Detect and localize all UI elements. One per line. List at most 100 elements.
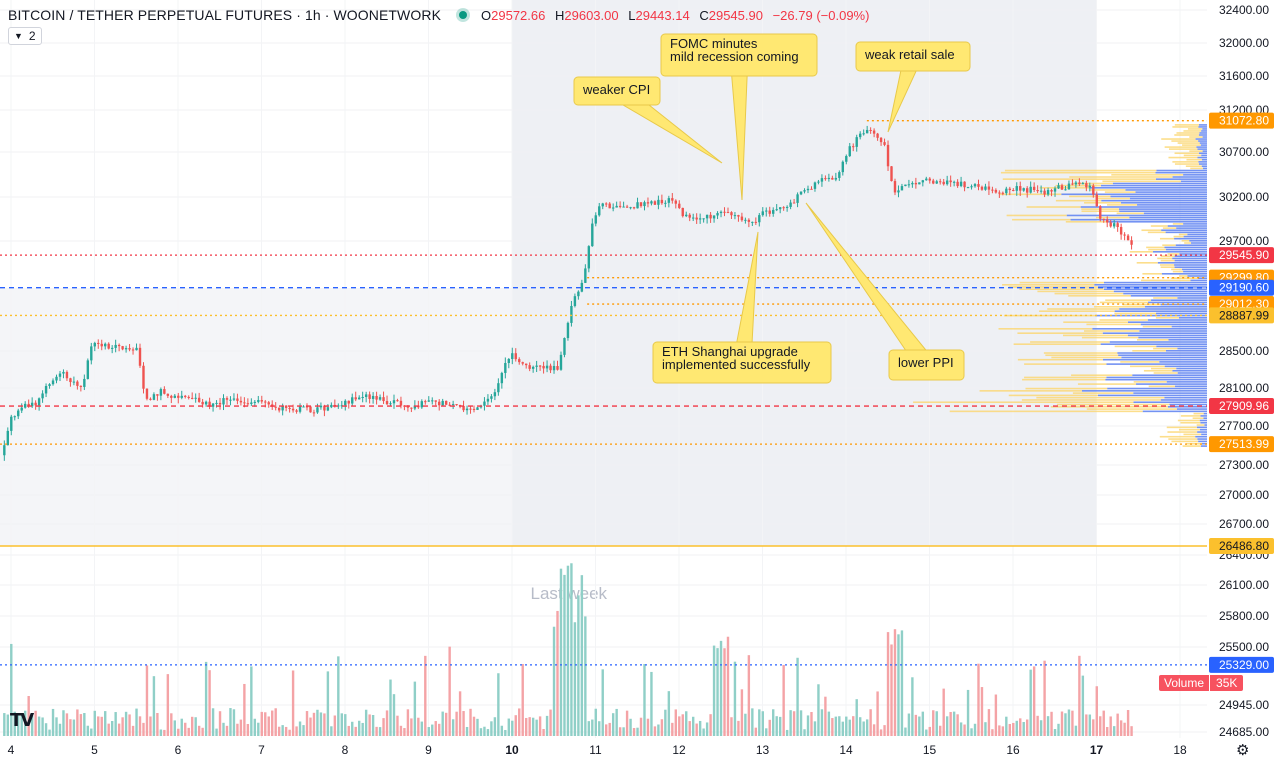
volume-bar (448, 646, 451, 736)
profile-bar (1198, 161, 1207, 163)
candle-body (406, 406, 410, 408)
tradingview-logo-icon[interactable]: TV (10, 710, 34, 731)
candle-body (987, 186, 991, 190)
profile-bar (1080, 206, 1207, 208)
candle-body (959, 181, 963, 187)
volume-bar (789, 710, 792, 736)
candle-body (295, 410, 298, 412)
candle-body (107, 343, 110, 349)
candle-body (72, 381, 76, 383)
gear-icon[interactable]: ⚙ (1236, 742, 1250, 759)
candle-body (344, 400, 347, 406)
profile-bar (1198, 440, 1207, 443)
candle-body (1116, 223, 1119, 228)
candle-body (632, 207, 636, 209)
price-level-badge: 25329.00 (1209, 656, 1274, 673)
profile-bar (1199, 419, 1207, 422)
candle-body (462, 406, 465, 411)
profile-bar (1111, 174, 1184, 176)
candle-body (441, 400, 444, 406)
profile-bar (1136, 262, 1158, 264)
profile-bar (1099, 319, 1148, 321)
profile-bar (1197, 438, 1207, 440)
candle-body (542, 365, 545, 369)
volume-bar (121, 717, 124, 736)
candle-body (236, 398, 239, 401)
annotation-box (652, 341, 832, 384)
profile-bar (1024, 376, 1107, 379)
volume-bar (991, 729, 994, 736)
candle-body (845, 156, 848, 162)
candle-body (1126, 235, 1130, 241)
candle-body (41, 393, 44, 399)
profile-bar (1143, 369, 1173, 372)
candle-body (1095, 194, 1098, 207)
volume-bar (135, 708, 138, 736)
profile-bar (1108, 220, 1207, 223)
volume-bar (316, 709, 319, 736)
profile-bar (1172, 161, 1199, 163)
profile-bar (1148, 385, 1175, 388)
volume-bar (865, 719, 869, 736)
profile-bar (1133, 401, 1207, 404)
profile-bar (1199, 132, 1207, 134)
profile-bar (1160, 259, 1175, 262)
profile-bar (1200, 415, 1207, 417)
profile-bar (1160, 266, 1175, 268)
candle-body (427, 400, 430, 402)
annotation-box (573, 76, 661, 106)
price-level-badge: 28887.99 (1209, 307, 1274, 324)
volume-bar (41, 717, 44, 736)
profile-bar (1162, 227, 1177, 229)
time-tick-label: 16 (1006, 743, 1020, 757)
profile-bar (1201, 154, 1207, 157)
volume-bar (792, 711, 796, 736)
volume-bar (615, 708, 618, 736)
volume-bar (1022, 722, 1025, 736)
candle-body (424, 401, 427, 403)
candle-body (253, 401, 257, 403)
volume-bar (281, 725, 284, 736)
candle-body (76, 381, 79, 386)
indicators-toggle-button[interactable]: ▼ 2 (8, 27, 42, 45)
candle-body (138, 347, 142, 366)
volume-bar (970, 728, 973, 736)
profile-bar (1180, 180, 1207, 183)
candle-body (124, 348, 128, 350)
candle-body (86, 360, 90, 379)
volume-legend[interactable]: Volume 35K (1159, 675, 1244, 691)
profile-bar (1156, 312, 1207, 315)
annotation-text: ETH Shanghai upgrade (662, 344, 798, 359)
volume-bar (1071, 710, 1074, 736)
price-level-badge-bg (1209, 279, 1274, 296)
candle-body (765, 210, 768, 212)
candle-body (319, 405, 323, 408)
time-tick-label: 14 (839, 743, 853, 757)
volume-bar (556, 610, 559, 736)
profile-bar (1183, 270, 1207, 273)
profile-bar (1201, 433, 1207, 436)
volume-bar (577, 595, 580, 736)
volume-bar (904, 727, 907, 736)
volume-bar (966, 689, 970, 736)
volume-bar (514, 715, 517, 736)
profile-bar (1159, 361, 1207, 363)
candle-body (657, 199, 660, 205)
profile-bar (1196, 426, 1207, 429)
candle-body (166, 393, 170, 396)
volume-bar (17, 715, 20, 736)
volume-bar (1012, 722, 1015, 736)
candle-body (904, 184, 907, 187)
profile-bar (1189, 136, 1203, 138)
volume-bar (431, 724, 434, 736)
profile-bar (1157, 257, 1173, 260)
annotation-text: FOMC minutes (670, 36, 758, 51)
price-tick-label: 30700.00 (1219, 145, 1269, 159)
volume-bar (257, 722, 260, 736)
symbol-title[interactable]: BITCOIN / TETHER PERPETUAL FUTURES · 1h … (8, 7, 442, 23)
candle-body (1015, 186, 1018, 191)
candle-body (444, 400, 448, 405)
profile-bar (1006, 214, 1067, 217)
time-tick-label: 11 (589, 743, 602, 757)
